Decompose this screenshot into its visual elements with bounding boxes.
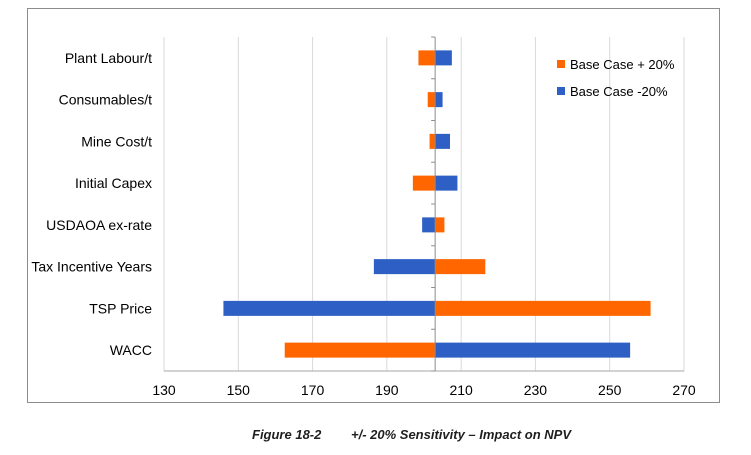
bar-plus20 bbox=[435, 259, 486, 275]
bar-plus20 bbox=[427, 92, 436, 108]
x-tick-label: 150 bbox=[227, 382, 251, 398]
bar-minus20 bbox=[435, 175, 458, 191]
bar-minus20 bbox=[435, 50, 452, 66]
x-tick-label: 230 bbox=[524, 382, 548, 398]
bar-minus20 bbox=[435, 342, 631, 358]
bar-plus20 bbox=[284, 342, 436, 358]
x-tick-label: 210 bbox=[449, 382, 473, 398]
figure-caption: Figure 18-2 +/- 20% Sensitivity – Impact… bbox=[0, 427, 751, 449]
bar-minus20 bbox=[373, 259, 436, 275]
legend-swatch bbox=[557, 87, 565, 95]
category-label: Tax Incentive Years bbox=[31, 259, 152, 275]
bar-minus20 bbox=[422, 217, 436, 233]
axes bbox=[164, 36, 684, 372]
category-label: Plant Labour/t bbox=[65, 50, 152, 66]
category-label: TSP Price bbox=[89, 300, 152, 316]
legend-label: Base Case + 20% bbox=[570, 57, 675, 72]
bar-plus20 bbox=[435, 300, 651, 316]
bar-plus20 bbox=[429, 133, 436, 149]
legend-swatch bbox=[557, 60, 565, 68]
bar-plus20 bbox=[435, 217, 445, 233]
category-label: Consumables/t bbox=[59, 92, 152, 108]
bar-minus20 bbox=[223, 300, 436, 316]
chart-frame: Plant Labour/t Consumables/t Mine Cost/t In… bbox=[27, 8, 720, 403]
category-label: WACC bbox=[110, 342, 152, 358]
category-label: USDAOA ex-rate bbox=[46, 217, 152, 233]
x-tick-label: 170 bbox=[301, 382, 325, 398]
tornado-chart: Plant Labour/t Consumables/t Mine Cost/t In… bbox=[31, 36, 696, 398]
x-tick-label: 190 bbox=[375, 382, 399, 398]
category-label: Mine Cost/t bbox=[81, 133, 152, 149]
bars bbox=[223, 50, 651, 358]
x-tick-labels: 130 150 170 190 210 230 250 270 bbox=[152, 382, 696, 398]
caption-number: Figure 18-2 bbox=[252, 427, 322, 442]
x-tick-label: 250 bbox=[598, 382, 622, 398]
bar-plus20 bbox=[412, 175, 436, 191]
legend: Base Case + 20% Base Case -20% bbox=[557, 57, 675, 99]
bar-minus20 bbox=[435, 92, 443, 108]
bar-minus20 bbox=[435, 133, 450, 149]
bar-plus20 bbox=[418, 50, 436, 66]
category-labels: Plant Labour/t Consumables/t Mine Cost/t In… bbox=[31, 50, 152, 358]
x-tick-label: 270 bbox=[672, 382, 696, 398]
legend-label: Base Case -20% bbox=[570, 84, 668, 99]
category-label: Initial Capex bbox=[75, 175, 152, 191]
caption-text: +/- 20% Sensitivity – Impact on NPV bbox=[351, 427, 571, 442]
x-tick-label: 130 bbox=[152, 382, 176, 398]
gridlines bbox=[163, 37, 685, 371]
